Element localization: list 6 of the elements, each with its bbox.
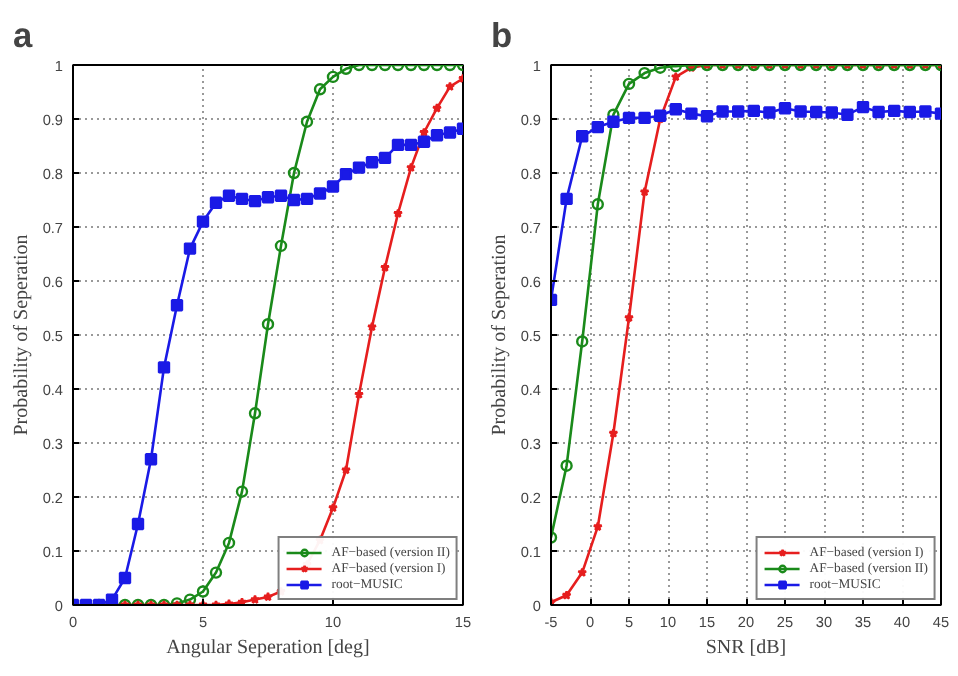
y-axis-title: Probability of Seperation [488, 234, 511, 436]
x-axis-title: SNR [dB] [705, 637, 787, 659]
chart-title: a [13, 15, 33, 55]
chart-title: b [491, 15, 513, 55]
x-axis-title: Angular Seperation [deg] [166, 637, 370, 659]
y-axis-title: Probability of Seperation [10, 234, 33, 436]
